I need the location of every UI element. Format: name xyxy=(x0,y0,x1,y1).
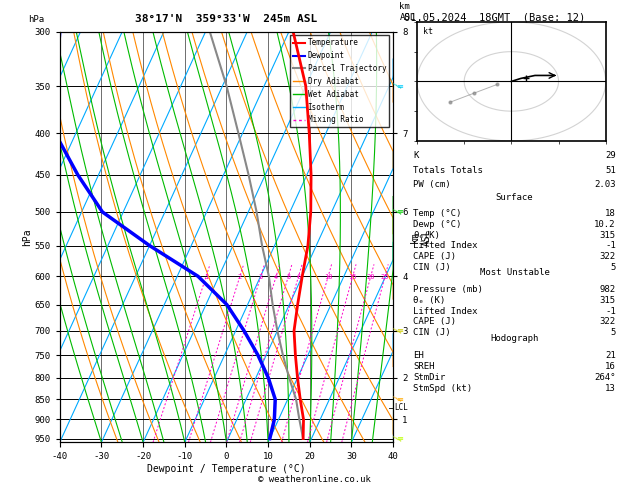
Text: 29: 29 xyxy=(605,151,616,160)
Text: 16: 16 xyxy=(605,362,616,371)
Text: 20: 20 xyxy=(367,274,375,279)
Text: θₑ(K): θₑ(K) xyxy=(413,230,440,240)
Text: 982: 982 xyxy=(599,285,616,294)
Text: ≡: ≡ xyxy=(396,208,403,216)
Text: 51: 51 xyxy=(605,166,616,174)
Text: Lifted Index: Lifted Index xyxy=(413,241,478,250)
Text: 18: 18 xyxy=(605,209,616,218)
Text: kt: kt xyxy=(423,27,433,35)
Text: ≡: ≡ xyxy=(396,82,403,90)
Text: 2.03: 2.03 xyxy=(594,180,616,189)
Text: Pressure (mb): Pressure (mb) xyxy=(413,285,483,294)
Text: CIN (J): CIN (J) xyxy=(413,329,451,337)
Text: Dewp (°C): Dewp (°C) xyxy=(413,220,462,229)
Text: SREH: SREH xyxy=(413,362,435,371)
Text: 322: 322 xyxy=(599,252,616,261)
Text: CAPE (J): CAPE (J) xyxy=(413,252,456,261)
Text: 13: 13 xyxy=(605,384,616,393)
Text: 25: 25 xyxy=(381,274,389,279)
Y-axis label: km
ASL: km ASL xyxy=(410,228,432,246)
Text: 15: 15 xyxy=(348,274,357,279)
Text: Hodograph: Hodograph xyxy=(491,334,538,343)
Text: -1: -1 xyxy=(605,307,616,315)
Text: Temp (°C): Temp (°C) xyxy=(413,209,462,218)
Text: 322: 322 xyxy=(599,317,616,327)
Text: 6: 6 xyxy=(296,274,301,279)
Text: 5: 5 xyxy=(286,274,291,279)
Text: \: \ xyxy=(394,395,403,404)
Text: \: \ xyxy=(394,207,403,217)
Text: ≡: ≡ xyxy=(396,434,403,443)
Text: 21: 21 xyxy=(605,351,616,360)
Text: ≡: ≡ xyxy=(396,326,403,335)
Text: -1: -1 xyxy=(605,241,616,250)
Text: 5: 5 xyxy=(610,263,616,272)
Legend: Temperature, Dewpoint, Parcel Trajectory, Dry Adiabat, Wet Adiabat, Isotherm, Mi: Temperature, Dewpoint, Parcel Trajectory… xyxy=(290,35,389,127)
Text: Lifted Index: Lifted Index xyxy=(413,307,478,315)
Text: Totals Totals: Totals Totals xyxy=(413,166,483,174)
Text: 1: 1 xyxy=(204,274,208,279)
Text: Surface: Surface xyxy=(496,193,533,202)
Text: 5: 5 xyxy=(610,329,616,337)
Text: StmDir: StmDir xyxy=(413,373,445,382)
Text: 01.05.2024  18GMT  (Base: 12): 01.05.2024 18GMT (Base: 12) xyxy=(404,12,586,22)
Text: 3: 3 xyxy=(259,274,263,279)
Text: CAPE (J): CAPE (J) xyxy=(413,317,456,327)
Text: Most Unstable: Most Unstable xyxy=(479,268,550,278)
Text: 38°17'N  359°33'W  245m ASL: 38°17'N 359°33'W 245m ASL xyxy=(135,14,318,24)
Text: K: K xyxy=(413,151,419,160)
Text: 315: 315 xyxy=(599,230,616,240)
Y-axis label: hPa: hPa xyxy=(22,228,32,246)
X-axis label: Dewpoint / Temperature (°C): Dewpoint / Temperature (°C) xyxy=(147,464,306,474)
Text: EH: EH xyxy=(413,351,424,360)
Text: 2: 2 xyxy=(238,274,242,279)
Text: CIN (J): CIN (J) xyxy=(413,263,451,272)
Text: LCL: LCL xyxy=(394,403,408,412)
Text: © weatheronline.co.uk: © weatheronline.co.uk xyxy=(258,474,371,484)
Text: PW (cm): PW (cm) xyxy=(413,180,451,189)
Text: StmSpd (kt): StmSpd (kt) xyxy=(413,384,472,393)
Text: \: \ xyxy=(394,326,403,335)
Text: 4: 4 xyxy=(274,274,278,279)
Text: 315: 315 xyxy=(599,295,616,305)
Text: 10: 10 xyxy=(324,274,332,279)
Text: km
ASL: km ASL xyxy=(399,2,416,22)
Text: hPa: hPa xyxy=(28,15,45,24)
Text: ≡: ≡ xyxy=(396,395,403,404)
Text: 264°: 264° xyxy=(594,373,616,382)
Text: \: \ xyxy=(394,81,403,91)
Text: \: \ xyxy=(394,434,403,443)
Text: 10.2: 10.2 xyxy=(594,220,616,229)
Text: θₑ (K): θₑ (K) xyxy=(413,295,445,305)
